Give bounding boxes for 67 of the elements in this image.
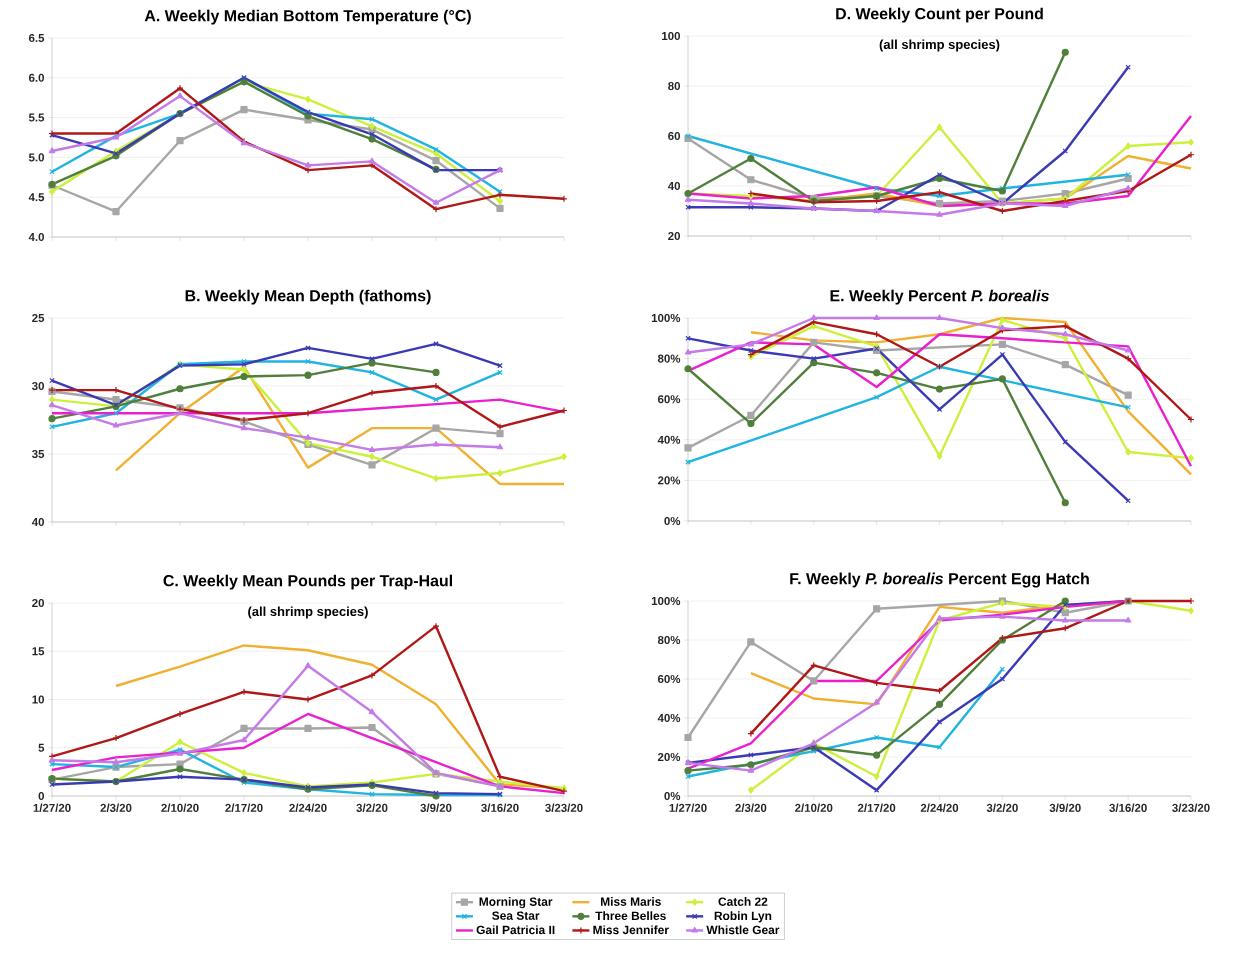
- y-tick-label: 20: [32, 598, 45, 608]
- y-tick-label: 40%: [657, 435, 681, 444]
- y-tick-label: 25: [32, 313, 45, 323]
- y-tick-label: 5.5: [28, 113, 45, 122]
- x-tick-label: 3/23/20: [1172, 803, 1210, 813]
- legend-label: Catch 22: [718, 897, 768, 906]
- y-tick-label: 0%: [664, 516, 681, 526]
- legend-label: Three Belles: [595, 911, 666, 921]
- x-tick-label: 2/17/20: [857, 803, 896, 813]
- x-tick-label: 2/3/20: [100, 803, 132, 813]
- y-tick-label: 5.0: [28, 153, 45, 162]
- chart-title: F. Weekly P. borealis Percent Egg Hatch: [790, 572, 1089, 588]
- x-tick-label: 2/10/20: [161, 803, 199, 813]
- y-tick-label: 20%: [657, 476, 681, 485]
- y-tick-label: 15: [32, 647, 45, 656]
- x-tick-label: 3/2/20: [986, 803, 1018, 813]
- x-tick-label: 3/23/20: [545, 803, 583, 813]
- chart-title: C. Weekly Mean Pounds per Trap-Haul: [163, 574, 452, 590]
- y-tick-label: 100%: [651, 313, 681, 323]
- y-tick-label: 100: [662, 31, 681, 41]
- legend-label: Sea Star: [492, 911, 540, 920]
- y-tick-label: 40%: [657, 713, 681, 723]
- y-tick-label: 4.0: [28, 232, 45, 242]
- x-tick-label: 3/9/20: [1049, 803, 1081, 813]
- y-tick-label: 4.5: [28, 193, 45, 202]
- chart-title: D. Weekly Count per Pound: [836, 7, 1043, 23]
- x-tick-label: 3/16/20: [481, 803, 519, 813]
- y-tick-label: 35: [32, 449, 45, 459]
- x-tick-label: 3/2/20: [356, 803, 388, 813]
- x-tick-label: 1/27/20: [33, 803, 71, 813]
- y-tick-label: 60%: [657, 395, 681, 404]
- y-tick-label: 0%: [664, 791, 681, 801]
- y-tick-label: 40: [31, 517, 45, 527]
- chart-title: E. Weekly Percent P. borealis: [830, 289, 1049, 305]
- chart-subtitle: (all shrimp species): [248, 606, 368, 619]
- x-tick-label: 2/24/20: [289, 803, 327, 813]
- legend-label: Whistle Gear: [706, 925, 780, 935]
- chart-title: B. Weekly Mean Depth (fathoms): [185, 289, 431, 305]
- y-tick-label: 30: [32, 381, 45, 391]
- y-tick-label: 5: [38, 743, 45, 752]
- x-tick-label: 2/10/20: [795, 803, 833, 813]
- y-tick-label: 60%: [657, 674, 681, 684]
- chart-subtitle: (all shrimp species): [879, 39, 1000, 52]
- y-tick-label: 80: [668, 81, 681, 91]
- y-tick-label: 60: [668, 131, 681, 141]
- chart-title: A. Weekly Median Bottom Temperature (°C): [144, 9, 471, 25]
- x-tick-label: 2/17/20: [225, 803, 263, 813]
- x-tick-label: 3/9/20: [420, 803, 452, 813]
- x-tick-label: 1/27/20: [669, 803, 707, 813]
- y-tick-label: 40: [667, 181, 681, 191]
- y-tick-label: 10: [32, 695, 45, 704]
- legend-label: Morning Star: [479, 897, 553, 909]
- x-tick-label: 3/16/20: [1109, 803, 1147, 813]
- legend-label: Robin Lyn: [714, 911, 772, 923]
- y-tick-label: 80%: [657, 354, 681, 363]
- x-tick-label: 2/3/20: [735, 803, 767, 813]
- y-tick-label: 20: [668, 231, 681, 241]
- y-tick-label: 80%: [657, 635, 681, 645]
- x-tick-label: 2/24/20: [920, 803, 959, 813]
- y-tick-label: 6.0: [28, 73, 45, 82]
- y-tick-label: 0: [38, 791, 45, 801]
- y-tick-label: 100%: [651, 596, 681, 606]
- y-tick-label: 20%: [657, 752, 681, 762]
- legend-label: Gail Patricia II: [476, 925, 555, 935]
- legend-label: Miss Jennifer: [593, 925, 669, 935]
- y-tick-label: 6.5: [28, 33, 45, 43]
- legend-label: Miss Maris: [601, 897, 661, 906]
